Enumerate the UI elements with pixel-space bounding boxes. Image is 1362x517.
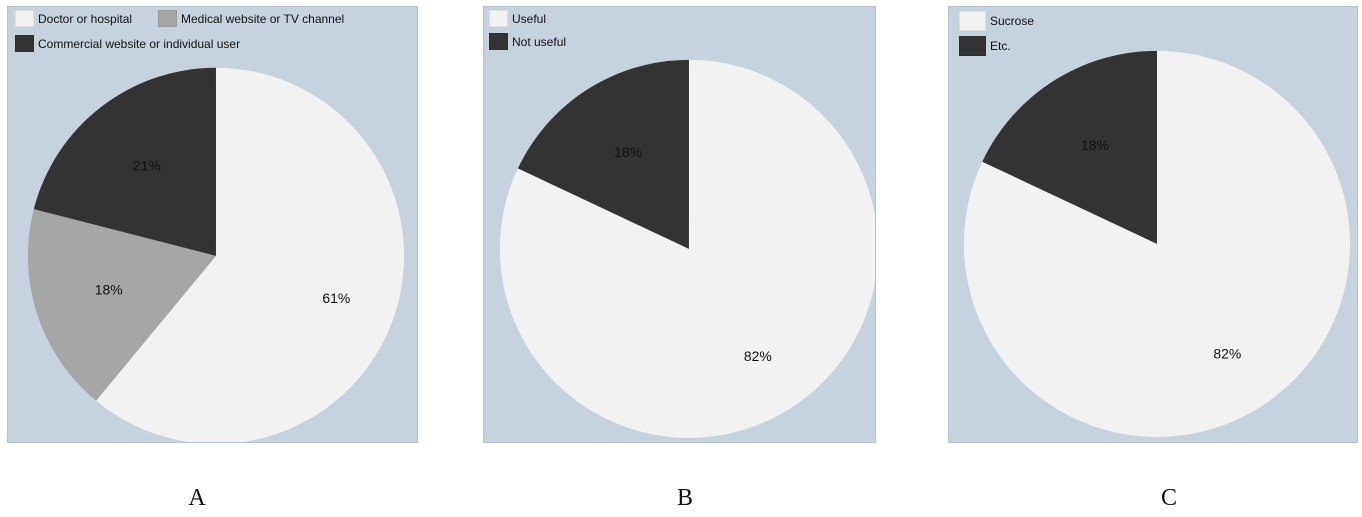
legend-label-medical-website: Medical website or TV channel xyxy=(181,11,345,26)
legend-a: Doctor or hospital Medical website or TV… xyxy=(8,7,417,57)
legend-swatch-commercial-website xyxy=(15,35,34,52)
legend-label-doctor: Doctor or hospital xyxy=(38,11,133,26)
pie-slice-commercial-website-or-individual-user xyxy=(33,67,216,256)
pie-slice-doctor-or-hospital xyxy=(96,67,405,442)
pie-slice-not-useful xyxy=(517,59,689,249)
slice-value-label: 18% xyxy=(95,281,123,297)
panel-caption-b: B xyxy=(676,485,693,511)
slice-value-label: 61% xyxy=(322,290,350,306)
legend-item-not-useful: Not useful xyxy=(489,33,566,50)
legend-swatch-etc xyxy=(959,36,986,56)
pie-slice-useful xyxy=(499,59,875,438)
pie-slice-medical-website-or-tv-channel xyxy=(27,209,216,401)
panel-caption-c: C xyxy=(1160,485,1177,511)
legend-swatch-not-useful xyxy=(489,33,508,50)
legend-item-sucrose: Sucrose xyxy=(959,11,1034,31)
legend-swatch-useful xyxy=(489,10,508,27)
pie-slice-sucrose xyxy=(963,50,1351,437)
pie-slice-etc xyxy=(982,50,1157,244)
legend-item-commercial-website: Commercial website or individual user xyxy=(15,35,240,52)
panel-caption-a: A xyxy=(188,485,206,511)
legend-swatch-doctor xyxy=(15,10,34,27)
legend-label-not-useful: Not useful xyxy=(512,34,567,49)
legend-item-doctor: Doctor or hospital xyxy=(15,10,132,27)
legend-item-medical-website: Medical website or TV channel xyxy=(158,10,344,27)
legend-swatch-medical-website xyxy=(158,10,177,27)
pie-chart-c: 82% 18% xyxy=(963,50,1351,437)
legend-label-useful: Useful xyxy=(512,11,547,26)
legend-item-useful: Useful xyxy=(489,10,546,27)
pie-chart-a: 61% 18% 21% xyxy=(27,67,405,442)
slice-value-label: 18% xyxy=(1081,137,1109,153)
legend-b: Useful Not useful xyxy=(484,7,875,57)
slice-value-label: 18% xyxy=(614,144,642,160)
legend-label-commercial-website: Commercial website or individual user xyxy=(38,36,241,51)
legend-swatch-sucrose xyxy=(959,11,986,31)
slice-value-label: 82% xyxy=(744,348,772,364)
slice-value-label: 21% xyxy=(133,157,161,173)
slice-value-label: 82% xyxy=(1213,345,1241,361)
legend-item-etc: Etc. xyxy=(959,36,1011,56)
pie-chart-b: 82% 18% xyxy=(499,59,875,438)
legend-label-sucrose: Sucrose xyxy=(990,14,1035,28)
legend-c: Sucrose Etc. xyxy=(949,7,1357,62)
chart-panel-b: Useful Not useful 82% 18% xyxy=(483,6,876,443)
legend-label-etc: Etc. xyxy=(990,39,1011,53)
chart-panel-c: Sucrose Etc. 82% 18% xyxy=(948,6,1358,443)
chart-panel-a: Doctor or hospital Medical website or TV… xyxy=(7,6,418,443)
